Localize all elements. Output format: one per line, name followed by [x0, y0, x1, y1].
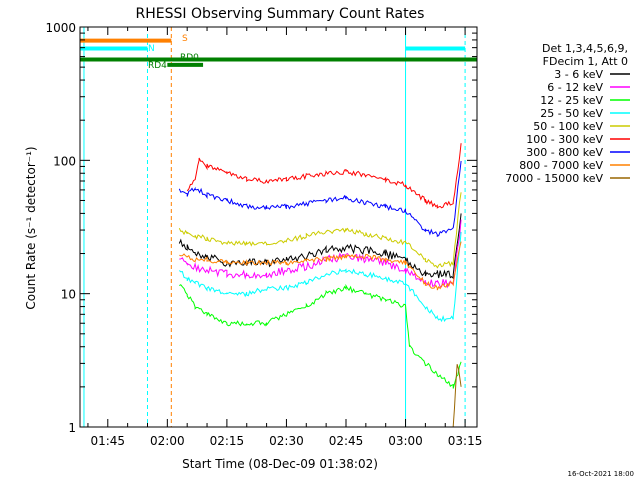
series-line-1	[179, 219, 462, 289]
y-axis-label: Count Rate (s⁻¹ detector⁻¹)	[24, 146, 38, 309]
flag-label-n: N	[148, 44, 155, 54]
legend-header-1: FDecim 1, Att 0	[543, 55, 628, 68]
flag-label-s: S	[182, 34, 188, 44]
x-tick-label-5: 03:00	[388, 434, 423, 448]
series-line-2	[179, 283, 462, 389]
plot-frame	[79, 26, 478, 428]
x-tick-label-0: 01:45	[90, 434, 125, 448]
y-tick-label-0: 1	[68, 421, 76, 435]
x-tick-label-3: 02:30	[269, 434, 304, 448]
x-tick-label-4: 02:45	[329, 434, 364, 448]
y-tick-label-2: 100	[53, 154, 76, 168]
legend-entry-label-8: 7000 - 15000 keV	[505, 172, 603, 185]
footer-timestamp: 16-Oct-2021 18:00	[568, 470, 634, 478]
chart-title: RHESSI Observing Summary Count Rates	[136, 6, 425, 22]
legend-entry-label-5: 100 - 300 keV	[526, 133, 603, 146]
series-line-5	[186, 143, 462, 209]
series-line-3	[178, 231, 462, 323]
flag-label-rd4: RD4	[148, 61, 167, 71]
legend: Det 1,3,4,5,6,9,FDecim 1, Att 03 - 6 keV…	[505, 42, 630, 185]
flag-label-rd0: RD0	[180, 53, 199, 63]
legend-entry-label-1: 6 - 12 keV	[547, 81, 603, 94]
x-tick-label-2: 02:15	[210, 434, 245, 448]
legend-entry-label-3: 25 - 50 keV	[540, 107, 603, 120]
x-tick-label-1: 02:00	[150, 434, 185, 448]
series-line-4	[178, 192, 462, 269]
y-tick-label-3: 1000	[45, 21, 76, 35]
series-line-6	[178, 160, 462, 237]
legend-entry-label-4: 50 - 100 keV	[533, 120, 603, 133]
axis-layer: 01:45 02:00 02:15 02:30 02:45 03:00 03:15 1 10 10…	[45, 21, 482, 448]
x-axis-label: Start Time (08-Dec-09 01:38:02)	[182, 457, 378, 471]
series-line-0	[178, 213, 462, 280]
series-line-8	[452, 364, 462, 427]
legend-entry-label-6: 300 - 800 keV	[526, 146, 603, 159]
y-tick-label-1: 10	[61, 288, 76, 302]
legend-entry-label-2: 12 - 25 keV	[540, 94, 603, 107]
series-line-7	[179, 241, 462, 291]
legend-entry-label-7: 800 - 7000 keV	[519, 159, 603, 172]
legend-entry-label-0: 3 - 6 keV	[554, 68, 603, 81]
legend-header-0: Det 1,3,4,5,6,9,	[542, 42, 628, 55]
plot-layer: S N RD4 RD0	[80, 27, 477, 427]
x-tick-label-6: 03:15	[448, 434, 483, 448]
